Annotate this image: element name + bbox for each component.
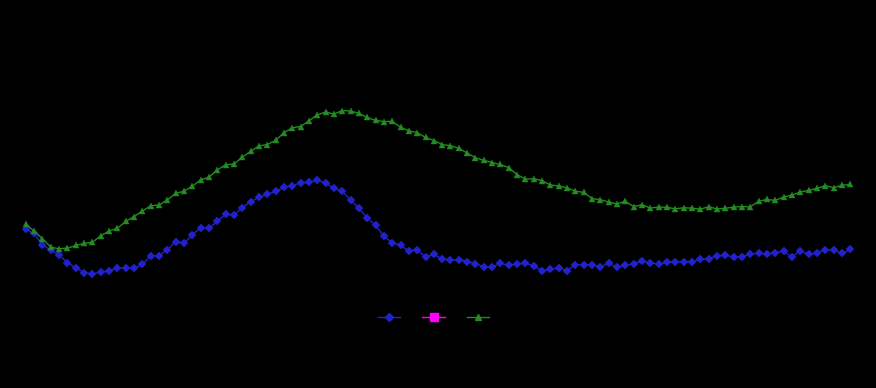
Legend: , , : , , [373, 308, 503, 327]
